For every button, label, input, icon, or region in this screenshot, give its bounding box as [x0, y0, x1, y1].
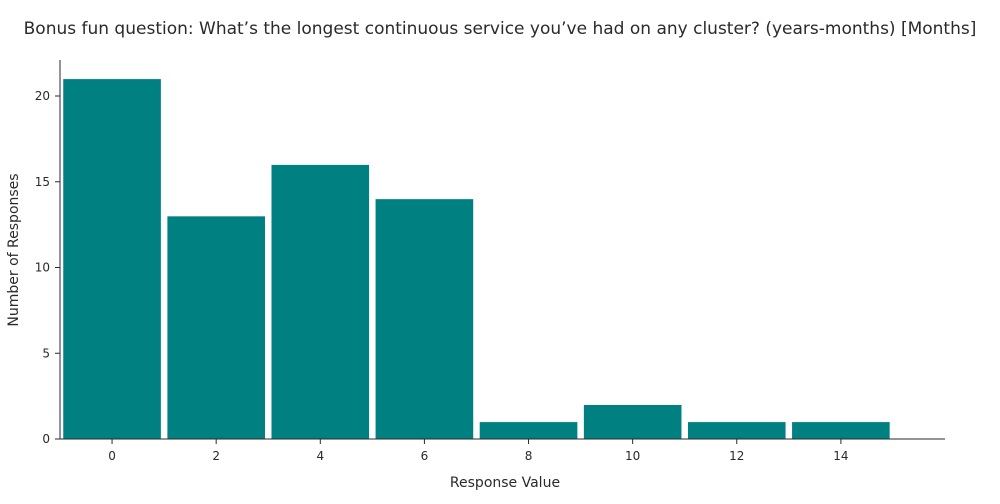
y-axis-title: Number of Responses: [6, 173, 22, 326]
bar: [375, 198, 474, 440]
y-tick-label: 20: [35, 89, 50, 103]
bar: [270, 164, 370, 440]
x-tick-label: 0: [108, 449, 116, 463]
bar: [687, 421, 787, 440]
bar: [583, 404, 682, 440]
bar: [62, 78, 162, 440]
x-tick-label: 6: [421, 449, 429, 463]
x-tick-label: 10: [625, 449, 640, 463]
x-axis-title: Response Value: [450, 475, 560, 491]
y-tick-label: 10: [35, 261, 50, 275]
axes-layer: 0 2 4 6 8 10 12 14 0 5 10 15 20: [35, 60, 945, 463]
bar: [791, 421, 891, 440]
bar: [479, 421, 578, 440]
x-tick-label: 8: [525, 449, 533, 463]
x-tick-label: 12: [729, 449, 744, 463]
x-tick-label: 14: [833, 449, 848, 463]
y-tick-label: 0: [42, 432, 50, 446]
x-tick-label: 2: [212, 449, 220, 463]
bars-layer: [62, 78, 891, 440]
y-tick-label: 15: [35, 175, 50, 189]
x-tick-label: 4: [316, 449, 324, 463]
y-tick-label: 5: [42, 346, 50, 360]
chart-title: Bonus fun question: What’s the longest c…: [23, 19, 977, 39]
bar: [166, 215, 266, 440]
